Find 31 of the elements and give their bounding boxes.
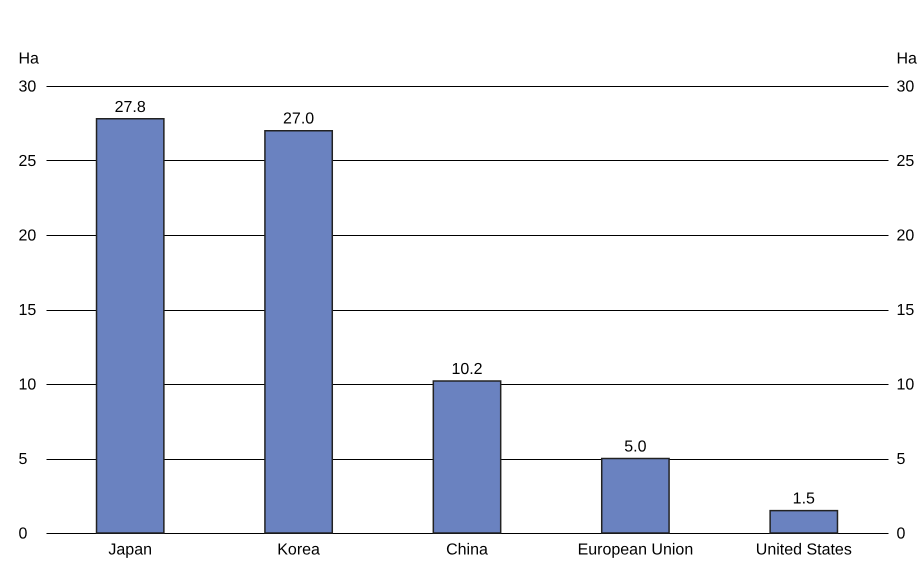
bar xyxy=(432,380,502,534)
y-tick-label: 30 xyxy=(18,78,36,96)
y2-axis-title: Ha xyxy=(896,50,918,68)
x-tick-label: European Union xyxy=(578,542,694,558)
y-tick-label: 15 xyxy=(18,302,36,319)
data-label: 5.0 xyxy=(624,438,647,456)
y2-tick-label: 10 xyxy=(896,376,914,394)
y2-tick-label: 5 xyxy=(896,451,906,468)
y2-tick-label: 0 xyxy=(896,526,906,542)
data-label: 1.5 xyxy=(792,490,816,508)
bar xyxy=(96,118,165,534)
data-label: 27.0 xyxy=(283,110,314,128)
y-tick-label: 0 xyxy=(18,526,28,542)
y2-tick-label: 30 xyxy=(896,78,914,96)
y-tick-label: 25 xyxy=(18,153,36,170)
data-label: 10.2 xyxy=(451,361,483,378)
bar xyxy=(600,458,670,534)
x-tick-label: Japan xyxy=(108,542,152,558)
y-tick-label: 5 xyxy=(18,451,28,468)
y2-tick-label: 25 xyxy=(896,153,914,170)
y-axis-title: Ha xyxy=(18,50,40,68)
y2-tick-label: 20 xyxy=(896,228,914,244)
x-tick-label: Korea xyxy=(277,542,320,558)
y-tick-label: 20 xyxy=(18,228,36,244)
bar xyxy=(264,130,334,534)
y-tick-label: 10 xyxy=(18,376,36,394)
x-tick-label: United States xyxy=(756,542,852,558)
x-tick-label: China xyxy=(446,542,488,558)
data-label: 27.8 xyxy=(114,98,146,116)
bar xyxy=(769,510,838,534)
y2-tick-label: 15 xyxy=(896,302,914,319)
